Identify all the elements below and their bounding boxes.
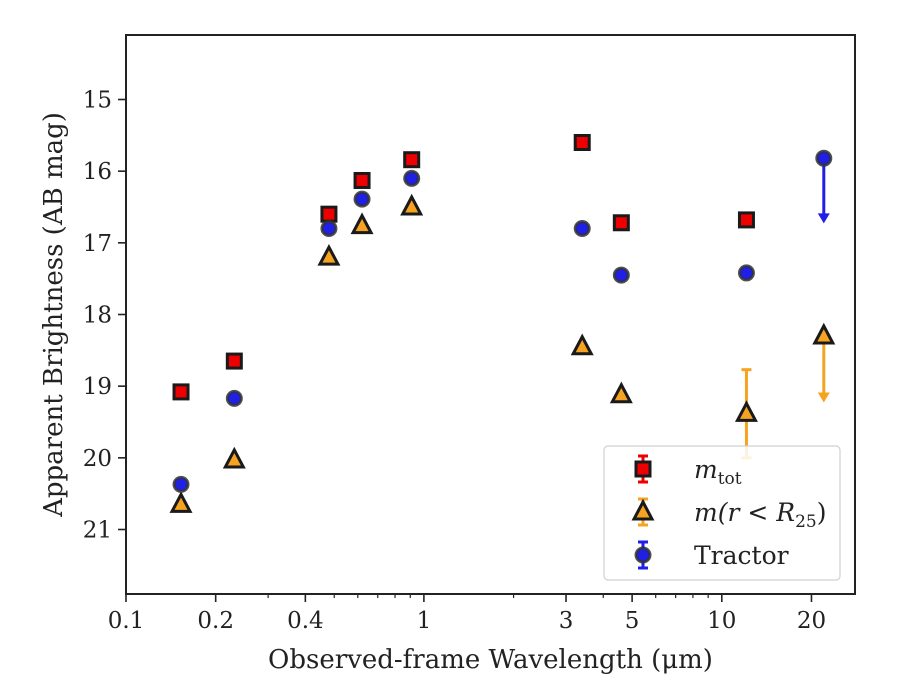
y-tick-label: 20 [83,446,112,472]
legend-label: Tractor [694,541,789,570]
square-point [172,383,190,401]
triangle-point [609,381,633,404]
circle-point [403,169,421,187]
legend-label: m(r < R25) [694,498,826,532]
legend-circle-marker [634,546,652,564]
y-tick-label: 18 [83,303,112,329]
upper-limit-arrow-head [817,392,830,403]
x-tick-label: 5 [625,608,640,634]
y-tick-label: 16 [83,159,112,185]
square-point [353,171,371,189]
legend-box [603,445,841,581]
legend: mtot m(r < R25) Tractor [603,445,841,581]
legend-label: mtot [694,455,742,489]
x-tick-label: 1 [417,608,432,634]
x-axis-ticks: 0.1 0.2 0.4 1 3 5 10 20 [108,594,826,634]
x-tick-label: 10 [707,608,736,634]
y-tick-label: 21 [83,518,112,544]
triangle-point [350,212,374,235]
square-point [403,151,421,169]
legend-square-marker [634,460,652,478]
x-tick-label: 0.1 [108,608,145,634]
upper-limit-arrow [817,158,830,224]
legend-triangle-marker [631,498,655,521]
square-point [225,352,243,370]
circle-point [737,264,755,282]
triangle-point [812,322,836,345]
x-tick-label: 0.2 [197,608,234,634]
y-tick-label: 15 [83,88,112,114]
circle-point [320,220,338,237]
y-axis-ticks: 15 16 17 18 19 20 21 [83,88,126,544]
y-axis-title: Apparent Brightness (AB mag) [39,112,69,518]
triangle-point [570,333,594,356]
y-tick-label: 19 [83,374,112,400]
triangle-point [222,446,246,469]
data-points [169,134,836,513]
y-tick-label: 17 [83,231,112,257]
circle-point [612,266,630,284]
circle-point [573,220,591,237]
x-axis-title: Observed-frame Wavelength (μm) [268,645,713,675]
x-tick-label: 20 [797,608,826,634]
square-point [573,134,591,151]
circle-point [172,475,190,493]
triangle-point [734,400,758,422]
triangle-point [169,491,193,513]
triangle-point [317,243,341,266]
triangle-point [400,193,424,216]
circle-point [353,190,371,208]
square-point [737,211,755,229]
x-tick-label: 0.4 [287,608,324,634]
square-point [612,214,630,232]
upper-limit-arrow-head [817,213,830,224]
square-point [320,205,338,223]
upper-limit-arrow [817,336,830,403]
circle-point [225,389,243,407]
x-tick-label: 3 [559,608,574,634]
circle-point [815,149,833,167]
